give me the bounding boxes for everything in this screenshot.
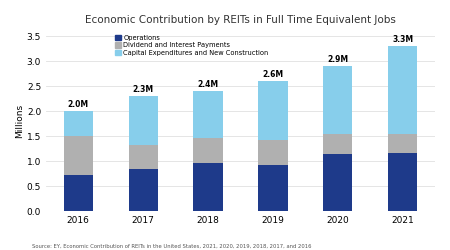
- Bar: [194, 91, 223, 138]
- Bar: [258, 81, 288, 140]
- Bar: [129, 145, 158, 169]
- Legend: Operations, Dividend and Interest Payments, Capital Expenditures and New Constru: Operations, Dividend and Interest Paymen…: [116, 35, 269, 56]
- Text: 2.6M: 2.6M: [262, 70, 284, 79]
- Bar: [64, 175, 93, 211]
- Bar: [64, 136, 93, 175]
- Text: 2.9M: 2.9M: [327, 55, 348, 64]
- Bar: [323, 66, 352, 134]
- Bar: [258, 165, 288, 211]
- Bar: [323, 134, 352, 154]
- Bar: [388, 46, 417, 134]
- Bar: [323, 154, 352, 211]
- Y-axis label: Millions: Millions: [15, 104, 24, 138]
- Bar: [258, 140, 288, 165]
- Bar: [129, 169, 158, 211]
- Text: 2.3M: 2.3M: [133, 85, 154, 94]
- Bar: [194, 138, 223, 163]
- Title: Economic Contribution by REITs in Full Time Equivalent Jobs: Economic Contribution by REITs in Full T…: [85, 15, 396, 25]
- Bar: [194, 163, 223, 211]
- Text: 2.0M: 2.0M: [68, 100, 89, 109]
- Bar: [388, 134, 417, 153]
- Bar: [388, 153, 417, 211]
- Text: Source: EY, Economic Contribution of REITs in the United States, 2021, 2020, 201: Source: EY, Economic Contribution of REI…: [32, 244, 311, 249]
- Bar: [129, 96, 158, 145]
- Bar: [64, 111, 93, 136]
- Text: 3.3M: 3.3M: [392, 35, 413, 44]
- Text: 2.4M: 2.4M: [198, 80, 219, 89]
